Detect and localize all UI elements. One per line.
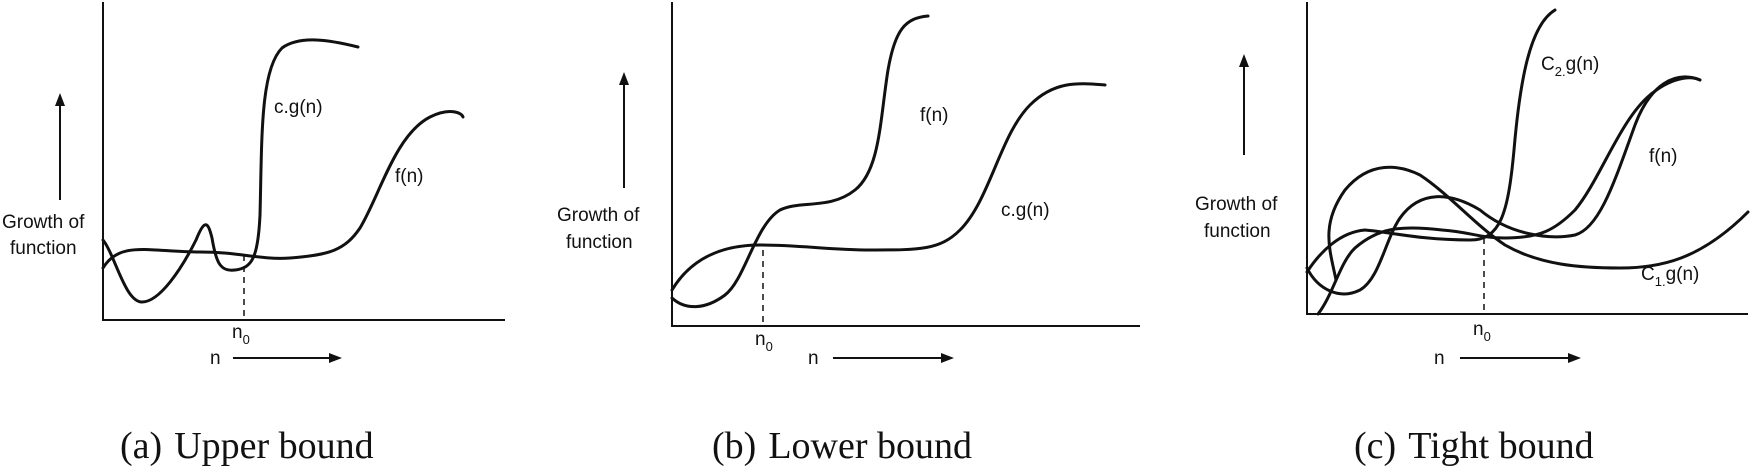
panel-c-curve-f-overlay <box>1316 76 1702 316</box>
panel-b-cg-label: c.g(n) <box>1001 200 1050 221</box>
panel-c-axes <box>1306 2 1748 315</box>
panel-lower-bound: Growth of function f(n) c.g(n) n0 n (b) L… <box>557 2 1140 467</box>
panel-c-growth-label-line2: function <box>1204 221 1271 242</box>
panel-b-curve-f <box>670 14 930 309</box>
panel-c-caption: (c) Tight bound <box>1354 425 1594 467</box>
panel-b-caption: (b) Lower bound <box>712 425 972 467</box>
panel-c-n0-label: n0 <box>1473 319 1491 344</box>
panel-a-n0-label: n0 <box>232 322 250 347</box>
panel-a-curve-cg <box>101 38 360 304</box>
panel-tight-bound: Growth of function C2.g(n) f(n) C1.g(n) … <box>1195 2 1750 467</box>
panel-b-growth-arrowhead <box>619 72 629 85</box>
panel-a-x-label: n <box>210 348 221 369</box>
panel-c-growth-label-line1: Growth of <box>1195 194 1278 215</box>
panel-c-curve-c1g <box>1327 165 1750 282</box>
panel-c-c1g-label: C1.g(n) <box>1641 264 1699 289</box>
panel-c-growth-arrowhead <box>1239 54 1249 67</box>
panel-a-growth-label-line2: function <box>10 238 77 259</box>
panel-b-growth-label-line2: function <box>566 232 633 253</box>
panel-b-x-label: n <box>808 348 819 369</box>
panel-c-curve-f <box>1305 75 1702 296</box>
panel-c-curve-c2g <box>1305 8 1557 274</box>
panel-a-growth-label-line1: Growth of <box>2 212 85 233</box>
panel-a-curve-f <box>101 110 465 270</box>
panel-a-x-arrowhead <box>329 353 342 363</box>
panel-c-x-arrowhead <box>1568 353 1581 363</box>
panel-a-cg-label: c.g(n) <box>274 97 323 118</box>
panel-c-x-label: n <box>1434 348 1445 369</box>
panel-b-f-label: f(n) <box>920 105 949 126</box>
panel-b-n0-label: n0 <box>755 329 773 354</box>
panel-b-x-arrowhead <box>941 353 954 363</box>
panel-c-f-label: f(n) <box>1649 146 1678 167</box>
panel-b-curve-cg <box>670 82 1107 292</box>
panel-a-caption: (a) Upper bound <box>120 425 374 467</box>
panel-a-f-label: f(n) <box>395 166 424 187</box>
panel-b-growth-label-line1: Growth of <box>557 205 640 226</box>
panel-c-c2g-label: C2.g(n) <box>1541 54 1599 79</box>
panel-b-axes <box>671 2 1140 327</box>
panel-upper-bound: Growth of function c.g(n) f(n) n0 n (a) U… <box>2 2 505 467</box>
panel-a-growth-arrowhead <box>55 93 65 106</box>
panel-a-axes <box>102 2 505 321</box>
